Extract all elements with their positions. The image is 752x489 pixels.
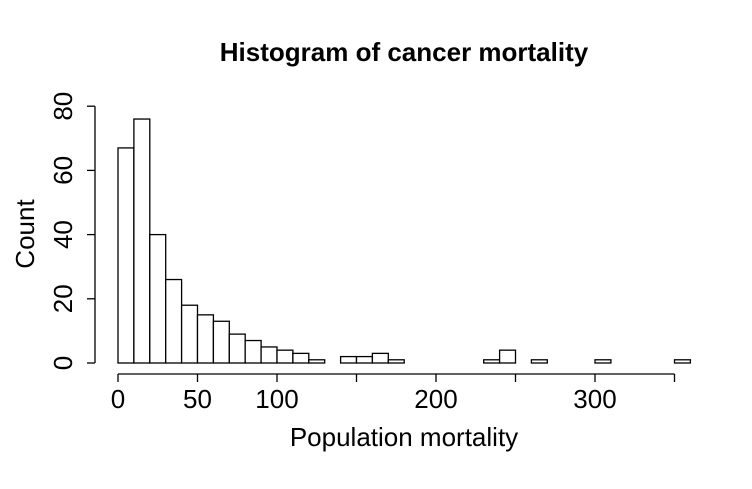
histogram-bar (196, 314, 215, 364)
histogram-bar (228, 333, 246, 364)
y-tick-label: 40 (48, 220, 78, 249)
y-axis-label: Count (10, 199, 40, 269)
x-axis: 0 50 100 200 300 (111, 373, 676, 414)
histogram-bar (483, 359, 501, 364)
histogram-bar (387, 359, 405, 364)
histogram-bar (149, 233, 167, 364)
histogram-bar (498, 349, 517, 364)
histogram-bar (133, 118, 151, 364)
histogram-bar (117, 147, 135, 364)
x-tick-label: 50 (183, 384, 212, 414)
histogram-bar (244, 339, 262, 364)
histogram-bar (260, 346, 278, 364)
y-tick-label: 0 (48, 356, 78, 370)
y-tick-label: 80 (48, 92, 78, 121)
x-tick-label: 100 (255, 384, 298, 414)
histogram-bar (308, 359, 326, 364)
histogram-bar (594, 359, 612, 364)
x-tick-label: 0 (111, 384, 125, 414)
histogram-bar (180, 304, 199, 364)
x-tick-label: 200 (414, 384, 457, 414)
x-axis-label: Population mortality (290, 422, 518, 452)
histogram-bar (292, 352, 310, 364)
histogram-bar (673, 359, 692, 364)
histogram-bar (276, 349, 294, 364)
bars-group (117, 118, 692, 364)
x-tick-label: 300 (573, 384, 616, 414)
chart-title: Histogram of cancer mortality (220, 37, 589, 67)
y-tick-label: 20 (48, 284, 78, 313)
histogram-bar (530, 359, 548, 364)
histogram-bar (339, 355, 358, 364)
y-tick-label: 60 (48, 156, 78, 185)
histogram-bar (371, 352, 389, 364)
y-axis: 0 20 40 60 80 (48, 92, 96, 370)
histogram-bar (212, 320, 230, 364)
histogram-bar (355, 355, 374, 364)
histogram-bar (165, 278, 183, 364)
